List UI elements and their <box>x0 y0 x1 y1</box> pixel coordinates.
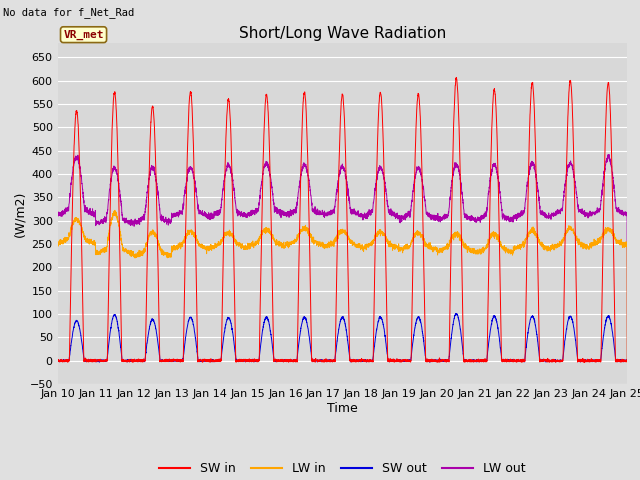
Y-axis label: (W/m2): (W/m2) <box>13 191 27 237</box>
Title: Short/Long Wave Radiation: Short/Long Wave Radiation <box>239 25 446 41</box>
X-axis label: Time: Time <box>327 402 358 415</box>
Text: No data for f_Net_Rad: No data for f_Net_Rad <box>3 7 134 18</box>
Legend: SW in, LW in, SW out, LW out: SW in, LW in, SW out, LW out <box>154 457 531 480</box>
Text: VR_met: VR_met <box>63 30 104 40</box>
